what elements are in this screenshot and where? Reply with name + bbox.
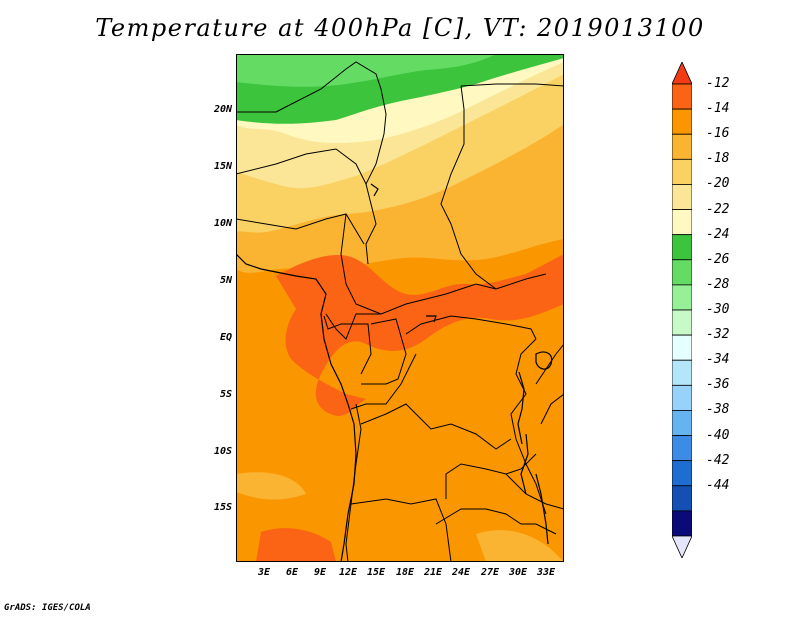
lon-label-27e: 27E — [480, 567, 500, 578]
colorbar-label: -24 — [706, 226, 730, 242]
field-patch-16-se — [476, 530, 564, 562]
colorbar-box — [672, 309, 692, 336]
lat-label-5n: 5N — [219, 275, 232, 286]
colorbar-label: -18 — [706, 151, 730, 167]
lat-label-10s: 10S — [213, 446, 232, 457]
lon-label-18e: 18E — [395, 567, 415, 578]
colorbar-label: -26 — [706, 251, 730, 267]
colorbar-box — [672, 510, 692, 537]
field-band-26 — [236, 54, 496, 87]
lon-label-24e: 24E — [451, 567, 471, 578]
colorbar-label: -32 — [706, 327, 730, 343]
colorbar-label: -44 — [706, 477, 730, 493]
colorbar-box — [672, 158, 692, 185]
colorbar-label: -14 — [706, 101, 730, 117]
colorbar-label: -36 — [706, 377, 730, 393]
coastlines — [236, 253, 529, 562]
colorbar-box — [672, 485, 692, 512]
colorbar-label: -40 — [706, 427, 730, 443]
colorbar-label: -22 — [706, 201, 730, 217]
colorbar-top-triangle — [672, 62, 692, 85]
lakes — [370, 183, 553, 545]
lat-label-10n: 10N — [213, 218, 232, 229]
chart-title: Temperature at 400hPa [C], VT: 201901310… — [95, 14, 705, 42]
colorbar-box — [672, 234, 692, 261]
lon-label-6e: 6E — [285, 567, 299, 578]
colorbar-box — [672, 284, 692, 311]
lat-label-15n: 15N — [213, 161, 232, 172]
colorbar-label: -38 — [706, 402, 730, 418]
lon-label-21e: 21E — [423, 567, 443, 578]
lon-label-15e: 15E — [366, 567, 386, 578]
field-patch-12-central — [276, 254, 564, 417]
colorbar-box — [672, 384, 692, 411]
temperature-map — [236, 54, 564, 562]
colorbar-label: -12 — [706, 76, 730, 91]
lat-label-15s: 15S — [213, 502, 232, 513]
colorbar-label: -34 — [706, 352, 730, 368]
colorbar-label: -42 — [706, 452, 730, 468]
lat-label-eq: EQ — [219, 332, 232, 343]
lat-label-5s: 5S — [219, 389, 232, 400]
colorbar-box — [672, 83, 692, 110]
colorbar-box — [672, 209, 692, 236]
colorbar-box — [672, 410, 692, 436]
colorbar-label: -20 — [706, 176, 730, 192]
grads-credit: GrADS: IGES/COLA — [4, 603, 91, 613]
field-patch-12-south — [256, 528, 336, 562]
lon-label-3e: 3E — [257, 567, 271, 578]
lon-label-33e: 33E — [536, 567, 556, 578]
colorbar-box — [672, 133, 692, 160]
lat-label-20n: 20N — [213, 104, 232, 115]
field-patch-16-sw — [236, 472, 306, 500]
colorbar — [672, 62, 692, 558]
colorbar-box — [672, 108, 692, 135]
colorbar-box — [672, 334, 692, 361]
colorbar-bottom-triangle — [672, 535, 692, 558]
colorbar-box — [672, 184, 692, 210]
colorbar-box — [672, 259, 692, 286]
country-borders — [236, 61, 564, 562]
lon-label-30e: 30E — [508, 567, 528, 578]
colorbar-box — [672, 460, 692, 487]
colorbar-box — [672, 435, 692, 462]
lon-label-9e: 9E — [313, 567, 327, 578]
colorbar-label: -28 — [706, 276, 730, 292]
colorbar-label: -16 — [706, 126, 730, 142]
lon-label-12e: 12E — [338, 567, 358, 578]
colorbar-label: -30 — [706, 302, 730, 317]
map-frame — [236, 54, 564, 562]
colorbar-box — [672, 359, 692, 386]
